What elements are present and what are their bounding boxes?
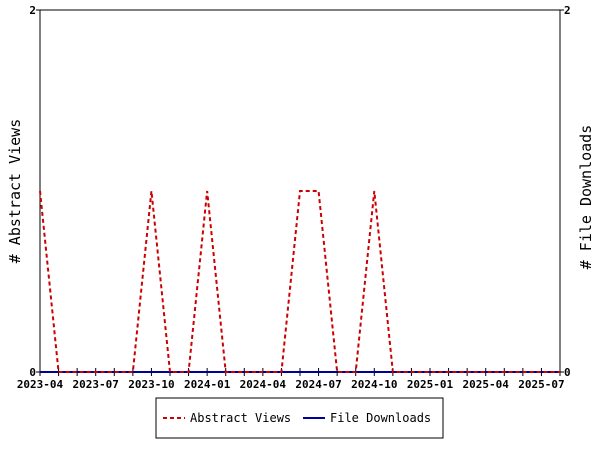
y-axis-ticks: 0 2 0 2	[29, 4, 570, 379]
y-tick-label: 2	[29, 4, 36, 17]
series-line-abstract-views	[39, 190, 560, 373]
y-tick-label: 0	[29, 366, 36, 379]
x-tick-label: 2025-01	[407, 378, 454, 391]
y-axis-title: # Abstract Views	[6, 119, 24, 264]
x-tick-label: 2025-07	[518, 378, 564, 391]
y2-tick-label: 0	[564, 366, 571, 379]
x-tick-label: 2025-04	[463, 378, 510, 391]
y2-axis-title: # File Downloads	[577, 125, 595, 270]
series-layer	[39, 190, 560, 373]
legend-label-abstract-views: Abstract Views	[190, 411, 291, 425]
x-tick-label: 2024-10	[351, 378, 397, 391]
y2-tick-label: 2	[564, 4, 571, 17]
legend: Abstract Views File Downloads	[155, 397, 444, 439]
x-tick-label: 2023-07	[73, 378, 119, 391]
x-tick-label: 2023-04	[17, 378, 64, 391]
x-tick-label: 2023-10	[128, 378, 174, 391]
x-tick-label: 2024-01	[184, 378, 231, 391]
legend-label-file-downloads: File Downloads	[330, 411, 431, 425]
x-axis-tick-labels: 2023-04 2023-07 2023-10 2024-01 2024-04 2024-…	[17, 378, 565, 391]
x-tick-label: 2024-04	[240, 378, 287, 391]
x-tick-label: 2024-07	[295, 378, 341, 391]
legend-box	[155, 397, 444, 439]
